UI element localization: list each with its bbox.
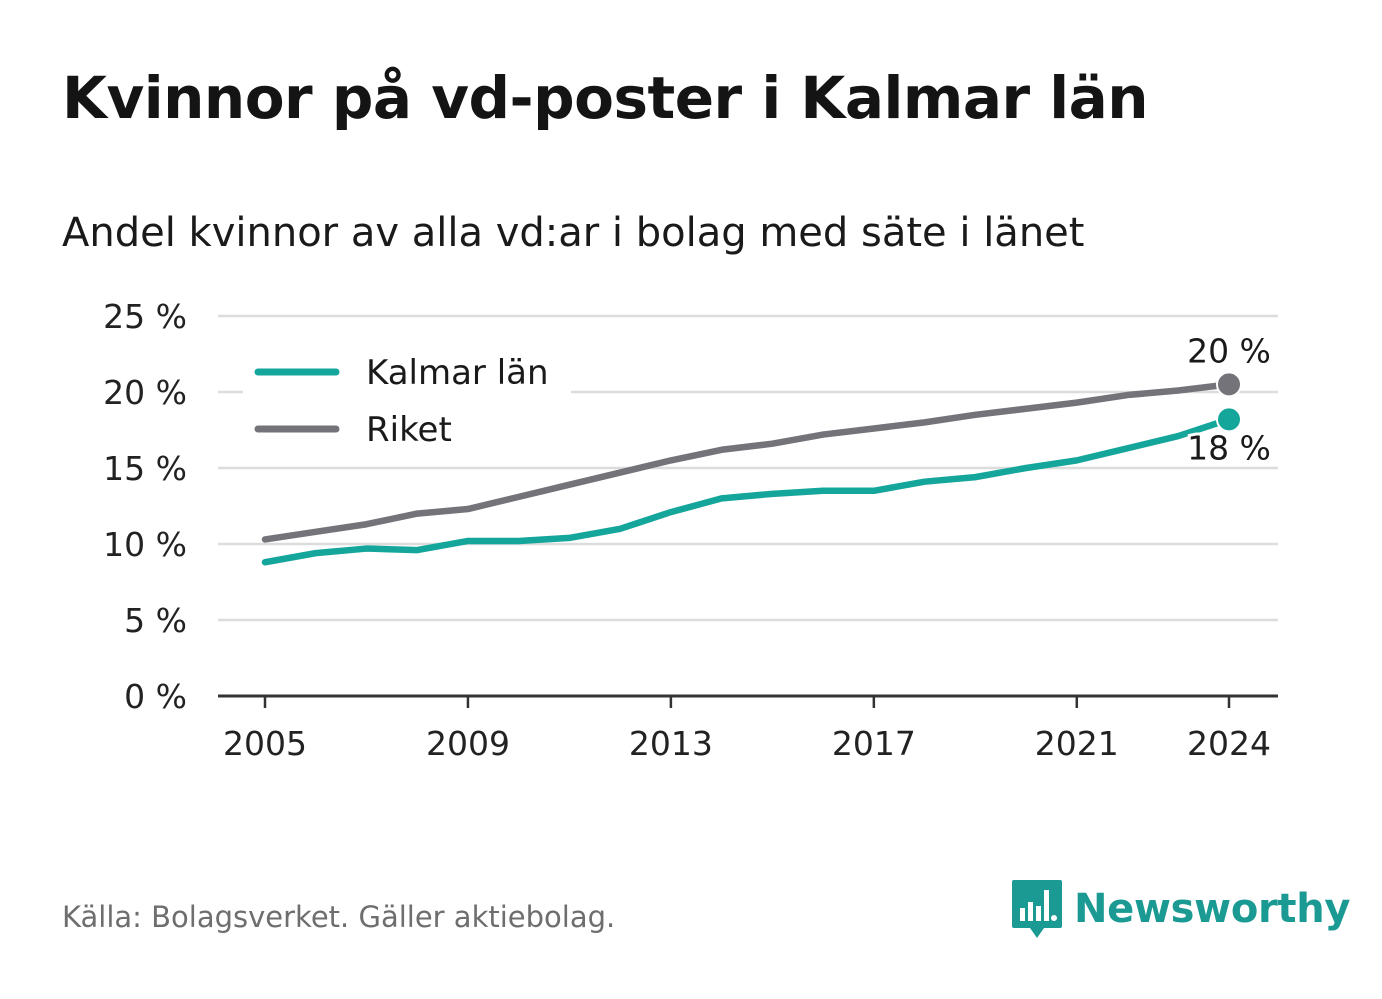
- x-tick-label: 2021: [1035, 724, 1119, 763]
- chart-title: Kvinnor på vd-poster i Kalmar län: [62, 64, 1149, 132]
- y-tick-label: 5 %: [124, 601, 187, 640]
- legend-label: Riket: [366, 410, 452, 450]
- end-label-kalmar-lan: 18 %: [1187, 428, 1271, 467]
- chart-subtitle: Andel kvinnor av alla vd:ar i bolag med …: [62, 210, 1085, 256]
- series-lines: [261, 371, 1242, 566]
- x-tick-label: 2024: [1187, 724, 1271, 763]
- x-axis: 2005 2009 2013 2017 2021 2024: [218, 694, 1278, 763]
- x-tick-label: 2005: [223, 724, 307, 763]
- x-tick-label: 2009: [426, 724, 510, 763]
- y-tick-label: 20 %: [103, 373, 187, 412]
- y-tick-label: 15 %: [103, 449, 187, 488]
- series-line-riket: [261, 381, 1233, 543]
- brand-name: Newsworthy: [1074, 886, 1351, 932]
- x-tick-label: 2013: [629, 724, 713, 763]
- legend-background: [243, 340, 571, 460]
- y-tick-label: 25 %: [103, 297, 187, 336]
- brand-logo: Newsworthy: [1010, 878, 1351, 940]
- newsworthy-logo-icon: [1012, 880, 1062, 938]
- source-note: Källa: Bolagsverket. Gäller aktiebolag.: [62, 900, 616, 934]
- end-point-marker: [1216, 406, 1242, 433]
- x-tick-label: 2017: [832, 724, 916, 763]
- end-point-marker: [1216, 371, 1242, 398]
- y-axis-ticks: 0 % 5 % 10 % 15 % 20 % 25 %: [103, 297, 187, 716]
- series-line-kalmar-lan: [261, 416, 1233, 566]
- legend-label: Kalmar län: [366, 353, 549, 393]
- end-labels: 20 % 18 %: [1184, 328, 1274, 470]
- y-tick-label: 0 %: [124, 677, 187, 716]
- end-label-riket: 20 %: [1187, 331, 1271, 370]
- legend: Kalmar län Riket: [243, 340, 571, 460]
- y-tick-label: 10 %: [103, 525, 187, 564]
- line-chart: 0 %5 %10 %15 %20 %25 % 2005 2009 2013 2017 2…: [103, 297, 1278, 763]
